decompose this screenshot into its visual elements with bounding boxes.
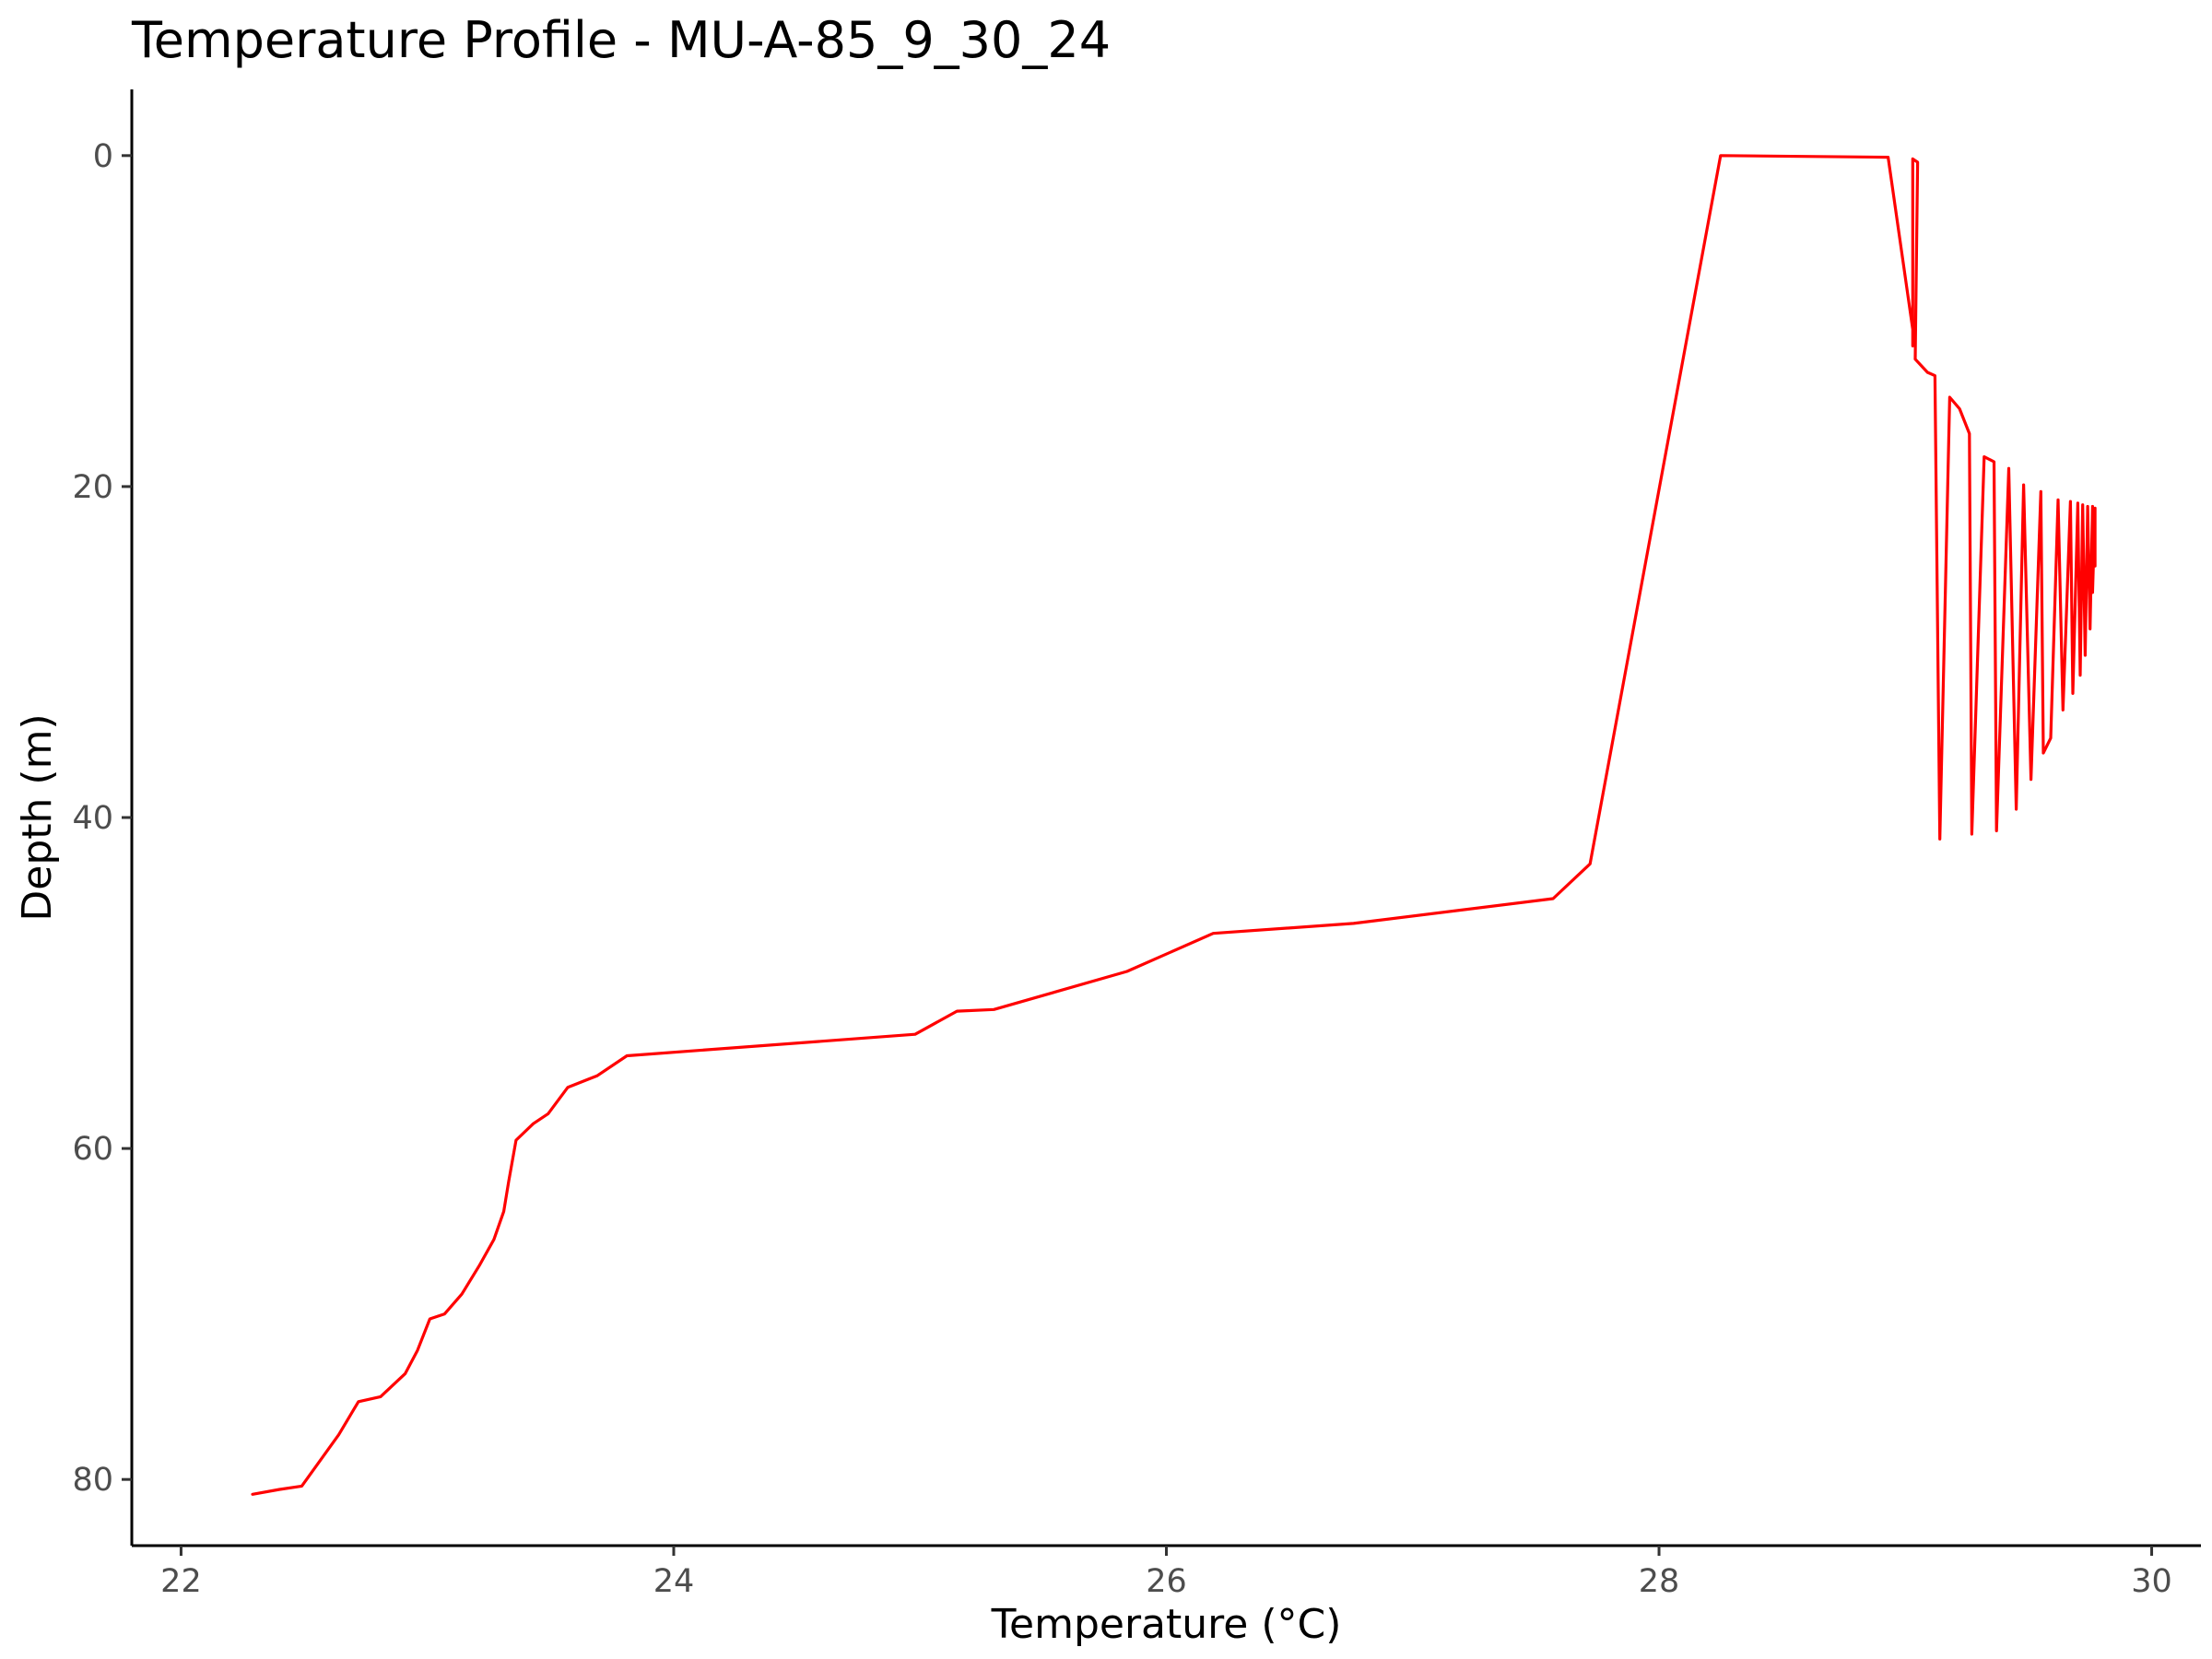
plot-panel bbox=[251, 154, 2097, 1496]
y-tick-label: 20 bbox=[72, 469, 113, 506]
y-tick-label: 40 bbox=[72, 800, 113, 837]
x-tick-label: 26 bbox=[1146, 1563, 1187, 1600]
y-tick-label: 80 bbox=[72, 1462, 113, 1499]
x-tick-label: 28 bbox=[1639, 1563, 1680, 1600]
x-tick-label: 24 bbox=[653, 1563, 695, 1600]
y-axis-title-group: Depth (m) bbox=[14, 713, 61, 921]
y-tick-label: 60 bbox=[72, 1131, 113, 1168]
x-axis: 22 24 26 28 30 bbox=[132, 1544, 2201, 1600]
x-tick-label: 22 bbox=[160, 1563, 202, 1600]
y-axis: 0 20 40 60 80 bbox=[72, 89, 134, 1546]
temperature-profile-line bbox=[251, 154, 2097, 1496]
y-tick-label: 0 bbox=[93, 138, 113, 175]
y-axis-title: Depth (m) bbox=[14, 713, 61, 921]
chart-title: Temperature Profile - MU-A-85_9_30_24 bbox=[131, 11, 1111, 69]
x-axis-title: Temperature (°C) bbox=[991, 1601, 1342, 1648]
x-tick-label: 30 bbox=[2131, 1563, 2172, 1600]
